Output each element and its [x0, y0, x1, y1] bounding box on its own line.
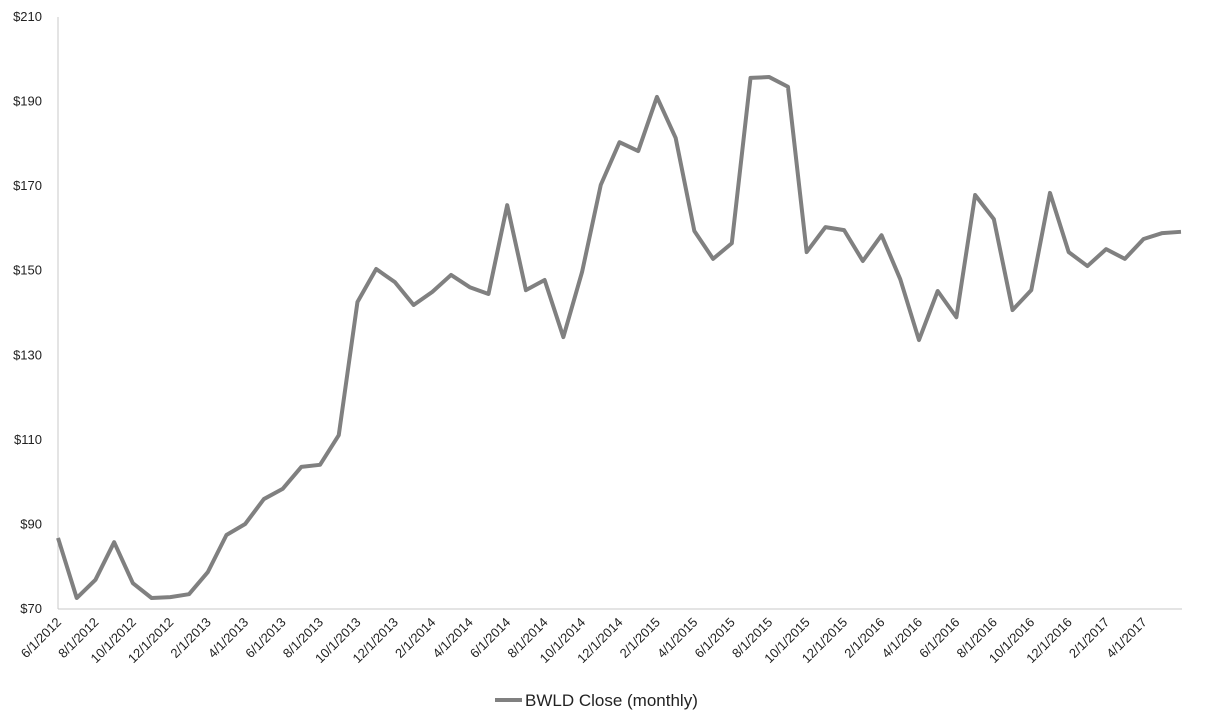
y-tick-label: $90	[20, 516, 42, 531]
x-tick-label: 4/1/2017	[1103, 615, 1149, 661]
x-tick-label: 2/1/2014	[392, 615, 438, 661]
x-tick-label: 2/1/2016	[841, 615, 887, 661]
x-tick-label: 4/1/2015	[654, 615, 700, 661]
x-tick-label: 6/1/2012	[18, 615, 64, 661]
x-tick-label: 2/1/2015	[617, 615, 663, 661]
x-tick-label: 4/1/2014	[429, 615, 475, 661]
x-tick-label: 6/1/2014	[467, 615, 513, 661]
x-tick-label: 6/1/2015	[692, 615, 738, 661]
line	[56, 75, 1182, 601]
y-tick-label: $110	[14, 432, 42, 447]
y-tick-label: $130	[13, 347, 42, 362]
y-tick-label: $150	[13, 263, 42, 278]
x-tick-label: 6/1/2013	[242, 615, 288, 661]
y-tick-label: $210	[13, 9, 42, 24]
y-tick-label: $190	[13, 94, 42, 109]
x-tick-label: 4/1/2016	[879, 615, 925, 661]
legend-label: BWLD Close (monthly)	[525, 691, 698, 710]
x-tick-label: 4/1/2013	[205, 615, 251, 661]
x-tick-label: 6/1/2016	[916, 615, 962, 661]
y-tick-label: $70	[20, 601, 42, 616]
x-tick-label: 2/1/2013	[167, 615, 213, 661]
x-tick-label: 2/1/2017	[1066, 615, 1112, 661]
y-tick-label: $170	[13, 178, 42, 193]
